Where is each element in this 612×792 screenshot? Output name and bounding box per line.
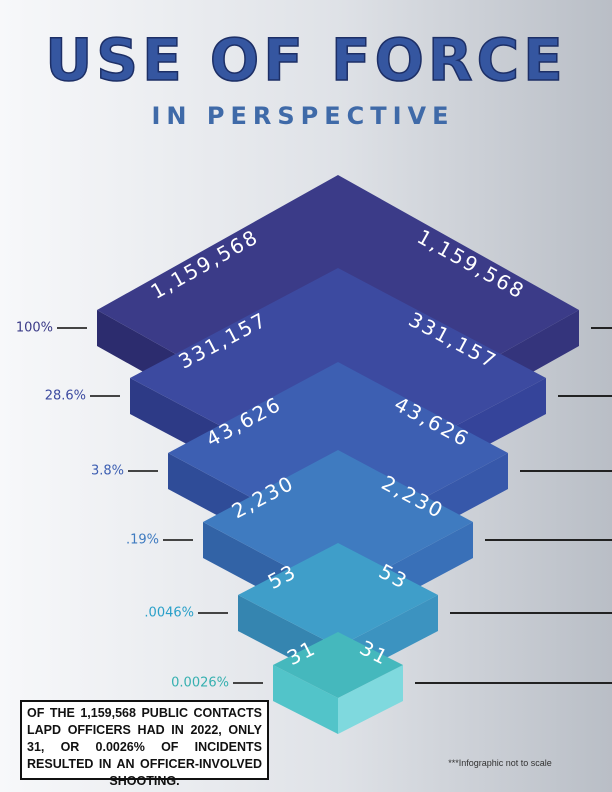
percent-label: .0046% — [144, 606, 194, 621]
footnote: OF THE 1,159,568 PUBLIC CONTACTS LAPD OF… — [20, 700, 269, 788]
layer-top — [238, 543, 438, 647]
percent-label: 0.0026% — [171, 676, 229, 691]
percent-label: 28.6% — [45, 389, 86, 404]
layer-left-face — [273, 665, 338, 734]
title: USE OF FORCE — [45, 26, 567, 94]
percent-label: 3.8% — [91, 464, 124, 479]
subtitle: IN PERSPECTIVE — [152, 102, 455, 130]
layer-top — [203, 450, 473, 594]
percent-label: .19% — [126, 533, 159, 548]
percent-label: 100% — [16, 321, 53, 336]
layer-right-face — [338, 665, 403, 734]
layer-top — [273, 632, 403, 698]
disclaimer: ***Infographic not to scale — [448, 758, 552, 768]
